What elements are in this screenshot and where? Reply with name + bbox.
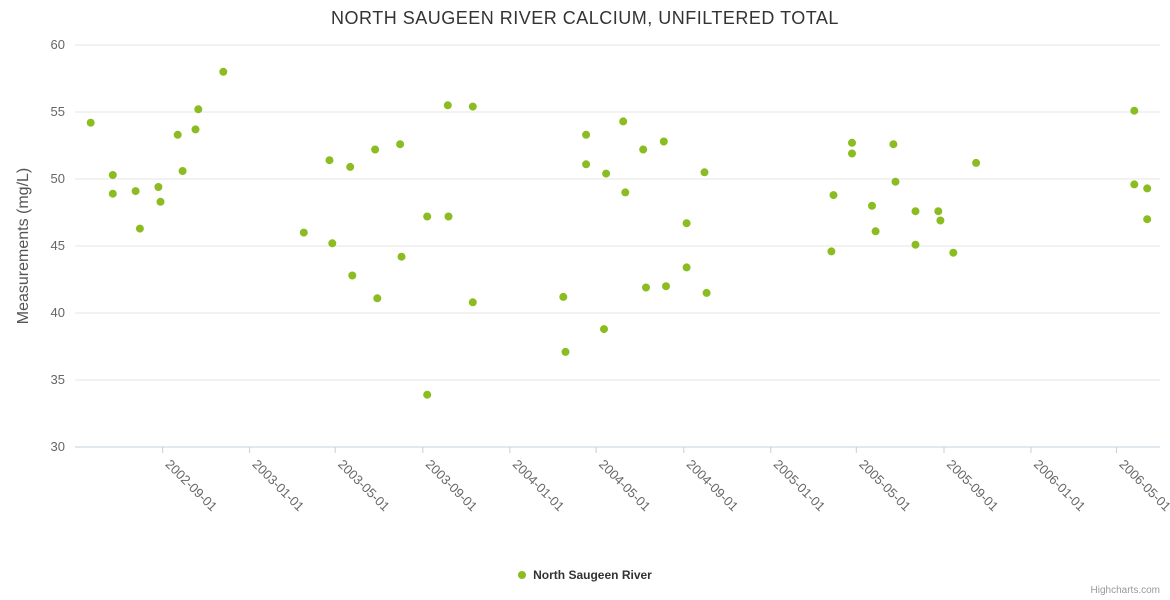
data-point[interactable] xyxy=(1143,184,1152,193)
data-point[interactable] xyxy=(299,228,308,237)
data-point[interactable] xyxy=(702,288,711,297)
data-point[interactable] xyxy=(1143,215,1152,224)
data-point[interactable] xyxy=(468,298,477,307)
data-point[interactable] xyxy=(891,177,900,186)
x-tick-label: 2005-09-01 xyxy=(944,457,1002,515)
data-point[interactable] xyxy=(700,168,709,177)
legend-marker-icon xyxy=(518,571,527,579)
data-point[interactable] xyxy=(934,207,943,216)
data-point[interactable] xyxy=(829,191,838,200)
data-point[interactable] xyxy=(131,187,140,196)
data-point[interactable] xyxy=(191,125,200,134)
data-point[interactable] xyxy=(468,102,477,111)
data-point[interactable] xyxy=(848,138,856,147)
data-point[interactable] xyxy=(621,188,630,197)
legend-series-label[interactable]: North Saugeen River xyxy=(533,568,652,582)
data-point[interactable] xyxy=(178,167,187,175)
chart-title: NORTH SAUGEEN RIVER CALCIUM, UNFILTERED … xyxy=(331,8,839,28)
y-tick-label: 55 xyxy=(51,104,65,119)
data-point[interactable] xyxy=(443,101,452,110)
data-point[interactable] xyxy=(1130,180,1139,189)
y-tick-label: 50 xyxy=(51,171,65,186)
x-tick-label: 2006-01-01 xyxy=(1031,457,1089,515)
data-point[interactable] xyxy=(397,252,406,261)
data-point[interactable] xyxy=(371,145,380,154)
data-point[interactable] xyxy=(889,140,898,149)
data-point[interactable] xyxy=(86,118,95,127)
data-point[interactable] xyxy=(325,156,334,165)
data-point[interactable] xyxy=(936,216,945,225)
y-tick-label: 45 xyxy=(51,238,65,253)
data-point[interactable] xyxy=(682,219,691,228)
x-tick-label: 2002-09-01 xyxy=(163,457,221,515)
y-tick-label: 40 xyxy=(51,305,65,320)
data-point[interactable] xyxy=(1130,106,1139,115)
x-tick-label: 2006-05-01 xyxy=(1116,457,1170,515)
data-point[interactable] xyxy=(602,169,611,178)
x-tick-label: 2003-01-01 xyxy=(250,457,308,515)
data-point[interactable] xyxy=(561,347,570,356)
y-tick-label: 35 xyxy=(51,372,65,387)
data-point[interactable] xyxy=(156,197,165,206)
x-tick-label: 2004-05-01 xyxy=(596,457,654,515)
data-point[interactable] xyxy=(194,105,203,114)
data-point[interactable] xyxy=(173,130,182,139)
data-point[interactable] xyxy=(659,137,668,146)
x-tick-label: 2003-09-01 xyxy=(423,457,481,515)
data-point[interactable] xyxy=(871,227,880,236)
data-point[interactable] xyxy=(108,171,117,179)
x-tick-label: 2004-01-01 xyxy=(510,457,568,515)
data-point[interactable] xyxy=(444,212,453,221)
data-point[interactable] xyxy=(423,212,432,221)
legend[interactable]: North Saugeen River xyxy=(0,568,1170,582)
data-point[interactable] xyxy=(396,140,405,149)
data-point[interactable] xyxy=(219,67,228,76)
data-point[interactable] xyxy=(154,183,163,191)
data-point[interactable] xyxy=(619,117,628,126)
data-point[interactable] xyxy=(108,189,117,198)
data-point[interactable] xyxy=(582,160,591,169)
data-point[interactable] xyxy=(827,247,836,256)
data-point[interactable] xyxy=(582,130,591,139)
data-point[interactable] xyxy=(373,294,382,303)
data-point[interactable] xyxy=(423,390,432,399)
data-point[interactable] xyxy=(348,271,357,280)
data-point[interactable] xyxy=(682,263,691,272)
x-tick-label: 2005-01-01 xyxy=(771,457,829,515)
data-point[interactable] xyxy=(949,248,958,257)
data-point[interactable] xyxy=(135,224,144,233)
data-point[interactable] xyxy=(642,283,650,292)
data-point[interactable] xyxy=(848,149,856,158)
data-point[interactable] xyxy=(911,240,920,249)
data-point[interactable] xyxy=(662,282,670,291)
x-tick-label: 2005-05-01 xyxy=(856,457,914,515)
highcharts-credits-link[interactable]: Highcharts.com xyxy=(1090,585,1160,596)
data-point[interactable] xyxy=(972,158,981,167)
data-point[interactable] xyxy=(600,325,608,334)
data-point[interactable] xyxy=(328,239,337,248)
data-point[interactable] xyxy=(868,201,876,210)
y-tick-label: 30 xyxy=(51,439,65,454)
x-tick-label: 2003-05-01 xyxy=(335,457,393,515)
data-point[interactable] xyxy=(911,207,920,216)
data-point[interactable] xyxy=(639,145,648,154)
x-tick-label: 2004-09-01 xyxy=(684,457,742,515)
data-point[interactable] xyxy=(346,162,355,171)
y-tick-label: 60 xyxy=(51,37,65,52)
data-point[interactable] xyxy=(559,292,568,301)
